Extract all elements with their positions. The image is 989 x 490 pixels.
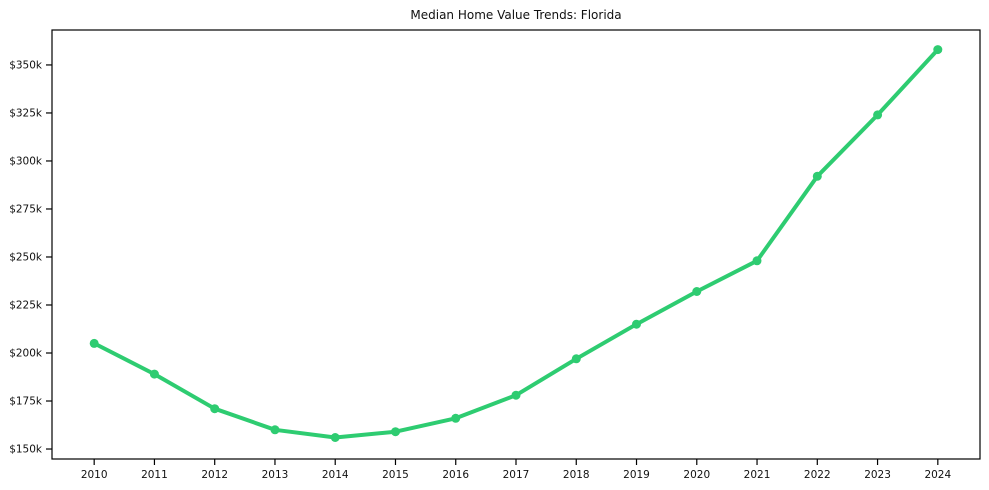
data-point-2010 [89, 338, 99, 348]
data-point-2022 [812, 171, 822, 181]
data-point-2012 [210, 404, 220, 414]
x-tick-label: 2021 [744, 469, 771, 481]
x-tick-label: 2016 [442, 469, 469, 481]
x-tick-label: 2020 [683, 469, 710, 481]
x-tick-label: 2017 [503, 469, 530, 481]
x-tick-label: 2022 [804, 469, 831, 481]
x-tick-label: 2024 [924, 469, 951, 481]
data-point-2024 [933, 45, 943, 55]
data-point-2023 [873, 110, 883, 120]
y-tick-label: $275k [9, 204, 43, 216]
data-point-2018 [571, 354, 581, 364]
plot-area [51, 29, 981, 460]
data-point-2014 [330, 433, 340, 442]
data-point-2021 [752, 256, 762, 266]
chart-title: Median Home Value Trends: Florida [410, 8, 622, 22]
trend-line [92, 47, 940, 440]
y-tick-label: $200k [9, 348, 43, 360]
y-tick-label: $250k [9, 252, 43, 264]
x-tick-label: 2011 [141, 469, 168, 481]
y-tick-label: $325k [9, 108, 43, 120]
data-point-2013 [270, 425, 280, 435]
y-tick-label: $225k [9, 300, 43, 312]
x-tick-label: 2023 [864, 469, 891, 481]
x-tick-label: 2010 [81, 469, 108, 481]
data-point-2015 [391, 427, 400, 437]
data-point-2017 [511, 390, 521, 400]
y-tick-label: $150k [9, 444, 43, 456]
x-tick-label: 2018 [563, 469, 590, 481]
y-tick-label: $300k [9, 156, 43, 168]
x-tick-label: 2012 [201, 469, 228, 481]
data-point-2016 [451, 413, 461, 423]
y-tick-label: $175k [9, 396, 43, 408]
x-tick-label: 2019 [623, 469, 650, 481]
x-tick-label: 2014 [322, 469, 349, 481]
x-tick-label: 2013 [262, 469, 289, 481]
y-tick-label: $350k [9, 60, 43, 72]
x-tick-label: 2015 [382, 469, 409, 481]
data-point-2019 [632, 319, 641, 329]
data-point-2011 [149, 369, 159, 379]
data-point-2020 [692, 287, 702, 296]
